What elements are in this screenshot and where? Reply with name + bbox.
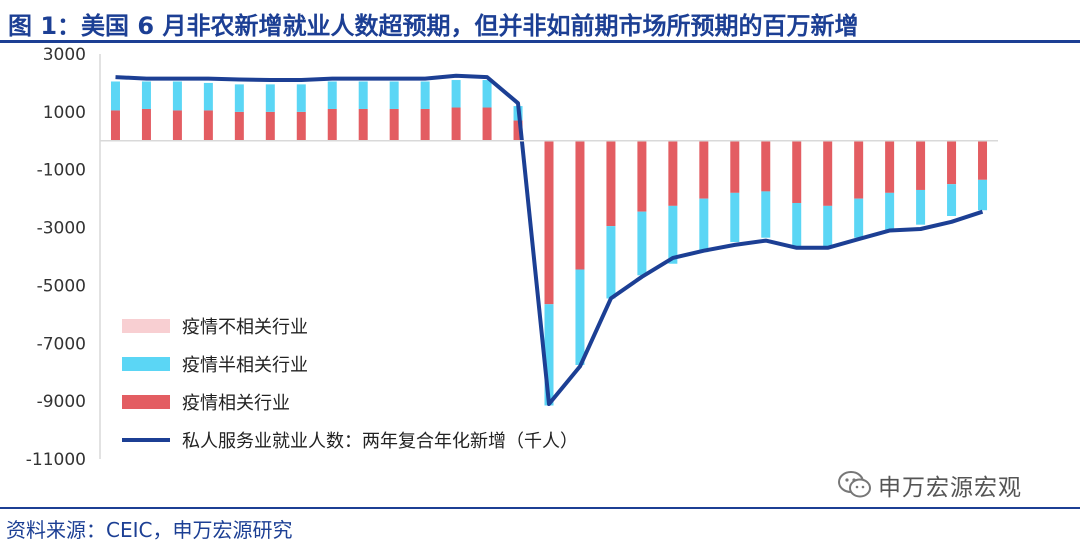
x-tick-label: 20-06: [586, 472, 635, 474]
x-tick-label: 19-10: [339, 472, 388, 474]
bar-segment-2: [234, 111, 244, 141]
bar-segment-2: [544, 140, 554, 305]
bar-segment-2: [792, 140, 802, 203]
bar-segment-1: [761, 191, 771, 238]
bar-segment-1: [482, 80, 492, 108]
legend-swatch: [122, 357, 170, 371]
x-axis-labels: 19-02 19-06 19-10 20-02 20-06 20-10 21-02 21-06: [91, 472, 1007, 474]
x-tick-label: 20-10: [710, 472, 759, 474]
y-tick-label: -7000: [37, 334, 86, 354]
x-tick-label: 19-06: [215, 472, 264, 474]
bar-segment-2: [110, 110, 120, 141]
bar-segment-2: [854, 140, 864, 199]
y-tick-label: 3000: [43, 45, 86, 65]
bar-segment-1: [420, 81, 430, 109]
bar-segment-1: [823, 205, 833, 247]
x-tick-label: 19-02: [91, 472, 140, 474]
source-note: 资料来源：CEIC，申万宏源研究: [6, 518, 293, 542]
legend-label: 疫情半相关行业: [182, 355, 308, 376]
y-tick-label: -1000: [37, 161, 86, 181]
legend-label: 疫情不相关行业: [182, 317, 308, 338]
series-line: [115, 73, 984, 406]
bar-segment-2: [668, 140, 678, 206]
watermark-text: 申万宏源宏观: [878, 475, 1022, 501]
bar-segment-1: [172, 81, 182, 111]
bar-segment-2: [203, 110, 213, 141]
bar-segment-2: [606, 140, 616, 227]
bar-segment-2: [296, 111, 306, 141]
legend-swatch: [122, 319, 170, 333]
legend-swatch: [122, 395, 170, 409]
footer-divider: [0, 507, 1080, 509]
bar-segment-1: [637, 211, 647, 276]
bar-segment-1: [389, 81, 399, 109]
y-tick-label: -3000: [37, 219, 86, 239]
bar-segment-2: [916, 140, 926, 190]
bar-segment-2: [141, 108, 151, 141]
title-divider: [0, 40, 1080, 43]
bar-segment-1: [296, 84, 306, 112]
y-tick-label: 1000: [43, 103, 86, 123]
chart: 30001000-1000-3000-5000-7000-9000-11000 …: [26, 45, 1007, 474]
bar-segment-2: [730, 140, 740, 193]
bar-segment-2: [327, 108, 337, 141]
bar-segment-1: [947, 184, 957, 216]
bar-segment-2: [637, 140, 647, 212]
bar-segment-2: [761, 140, 771, 192]
bar-segment-1: [358, 81, 368, 109]
bar-segment-1: [327, 81, 337, 109]
bar-segment-1: [916, 189, 926, 225]
bar-segment-1: [544, 304, 554, 406]
bar-segment-2: [699, 140, 709, 199]
bar-segment-2: [575, 140, 585, 270]
bar-segment-1: [606, 226, 616, 299]
bar-segment-1: [265, 84, 275, 112]
x-tick-label: 21-02: [834, 472, 883, 474]
y-tick-label: -5000: [37, 276, 86, 296]
legend-label: 私人服务业就业人数：两年复合年化新增（千人）: [182, 431, 578, 452]
bar-segment-1: [730, 192, 740, 243]
bar-segment-1: [699, 198, 709, 253]
bar-segment-2: [947, 140, 957, 185]
bar-segment-2: [451, 107, 461, 141]
bar-segment-2: [482, 107, 492, 141]
x-tick-label: 20-02: [462, 472, 511, 474]
x-tick-label: 21-06: [958, 472, 1007, 474]
bar-segment-1: [575, 269, 585, 365]
bar-segment-1: [203, 82, 213, 111]
bar-segment-1: [110, 81, 120, 111]
bar-segment-2: [389, 108, 399, 141]
bar-segment-1: [854, 198, 864, 238]
bar-segment-2: [885, 140, 895, 193]
bar-segment-1: [978, 179, 988, 211]
bar-segment-2: [823, 140, 833, 206]
bar-segment-1: [885, 192, 895, 231]
bar-segment-1: [668, 205, 678, 264]
y-tick-label: -11000: [26, 450, 86, 470]
bar-segment-2: [265, 111, 275, 141]
bar-segment-2: [978, 140, 988, 180]
page-title: 图 1：美国 6 月非农新增就业人数超预期，但并非如前期市场所预期的百万新增: [8, 12, 859, 40]
bar-segment-1: [792, 202, 802, 247]
legend: 疫情不相关行业疫情半相关行业疫情相关行业私人服务业就业人数：两年复合年化新增（千…: [122, 317, 578, 452]
bar-segment-2: [513, 120, 523, 141]
bar-segment-1: [451, 80, 461, 108]
bar-segment-2: [420, 108, 430, 141]
bars: [110, 80, 988, 406]
y-tick-label: -9000: [37, 392, 86, 412]
y-axis-labels: 3000 1000 -1000 -3000 -5000 -7000 -9000 -11000: [26, 45, 86, 470]
watermark: 申万宏源宏观: [838, 468, 1022, 502]
bar-segment-2: [172, 110, 182, 141]
bar-segment-1: [234, 84, 244, 112]
bar-segment-1: [141, 81, 151, 109]
wechat-icon: [838, 471, 871, 498]
bar-segment-2: [358, 108, 368, 141]
legend-label: 疫情相关行业: [182, 393, 290, 414]
